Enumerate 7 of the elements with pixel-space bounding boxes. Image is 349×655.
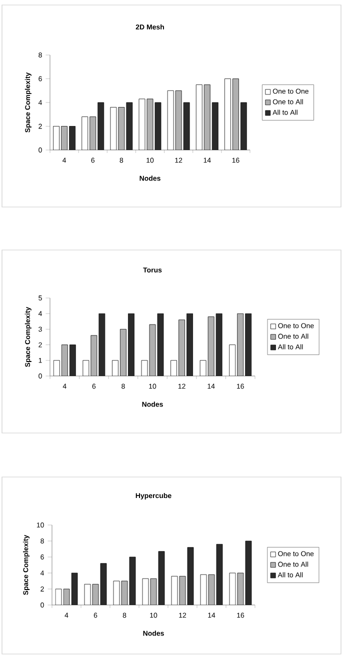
bar bbox=[98, 102, 104, 150]
bar bbox=[240, 102, 247, 150]
bar bbox=[90, 116, 96, 150]
bar bbox=[204, 84, 210, 150]
bar bbox=[232, 78, 239, 150]
bar bbox=[212, 102, 218, 150]
bar bbox=[126, 102, 133, 150]
